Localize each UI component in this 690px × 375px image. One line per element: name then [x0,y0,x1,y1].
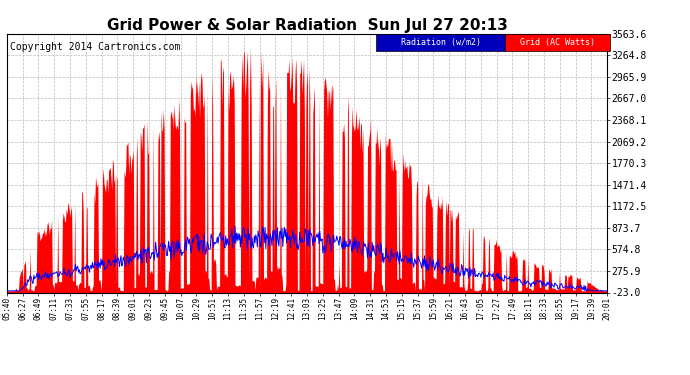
Text: Grid (AC Watts): Grid (AC Watts) [520,38,595,46]
Text: Radiation (w/m2): Radiation (w/m2) [401,38,481,46]
FancyBboxPatch shape [376,34,505,51]
Title: Grid Power & Solar Radiation  Sun Jul 27 20:13: Grid Power & Solar Radiation Sun Jul 27 … [107,18,507,33]
FancyBboxPatch shape [505,34,610,51]
Text: Copyright 2014 Cartronics.com: Copyright 2014 Cartronics.com [10,42,180,51]
